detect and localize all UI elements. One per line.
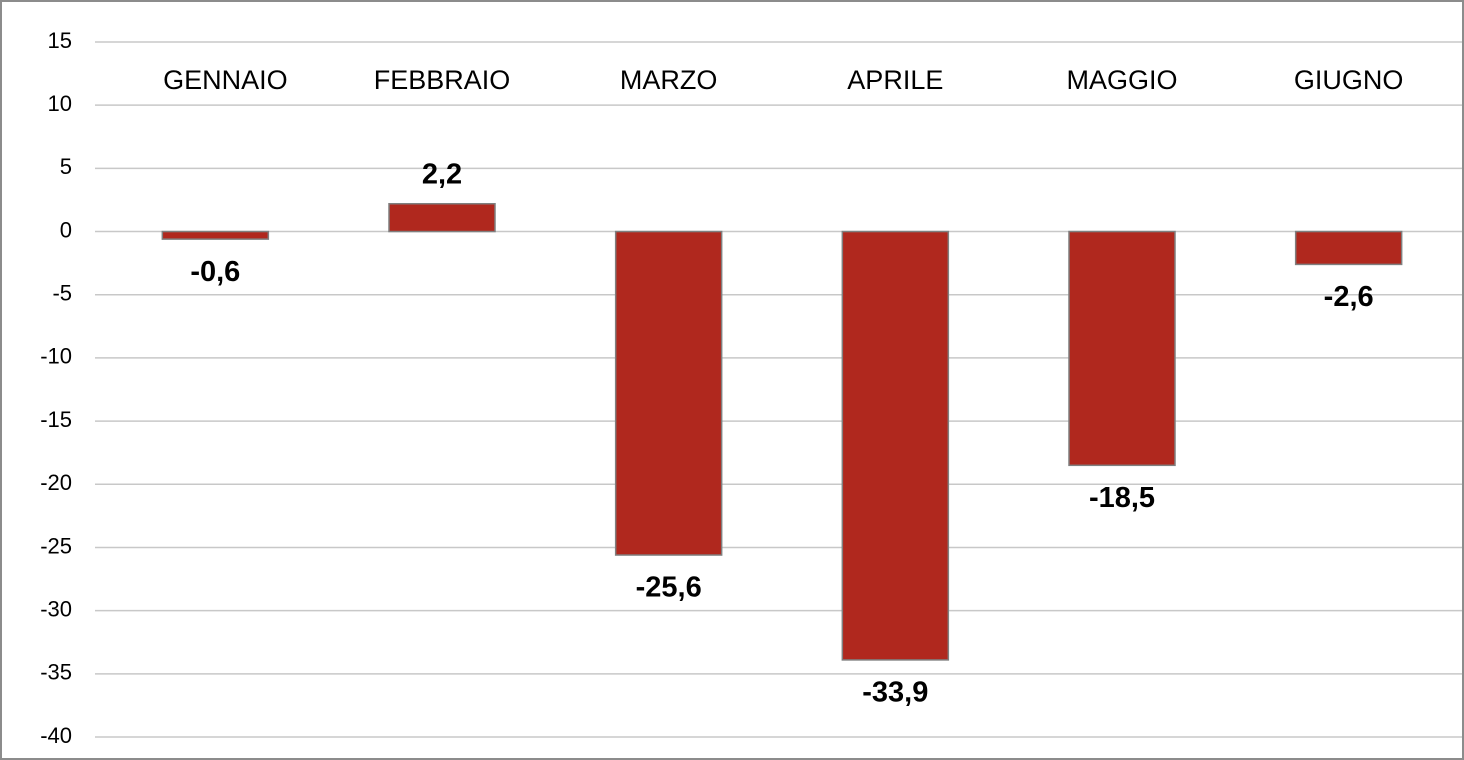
y-tick-label: 5	[60, 154, 72, 179]
y-tick-label: 10	[48, 91, 72, 116]
y-tick-label: -35	[40, 660, 72, 685]
x-tick-label: GENNAIO	[163, 65, 288, 95]
y-tick-label: -30	[40, 596, 72, 621]
value-label: -0,6	[190, 256, 240, 288]
y-tick-label: -40	[40, 723, 72, 748]
x-tick-label: GIUGNO	[1294, 65, 1404, 95]
y-tick-label: -25	[40, 533, 72, 558]
y-tick-label: 15	[48, 28, 72, 53]
value-label: -25,6	[636, 572, 702, 604]
x-tick-label: APRILE	[847, 65, 943, 95]
bar	[1068, 230, 1176, 467]
value-label: -2,6	[1324, 281, 1374, 313]
y-tick-label: 0	[60, 217, 72, 242]
value-label: -33,9	[862, 677, 928, 709]
x-tick-label: FEBBRAIO	[374, 65, 511, 95]
y-tick-label: -15	[40, 407, 72, 432]
y-tick-label: -10	[40, 344, 72, 369]
bar	[388, 202, 496, 233]
x-tick-label: MARZO	[620, 65, 718, 95]
value-label: -18,5	[1089, 482, 1155, 514]
bar	[614, 230, 723, 556]
y-tick-label: -5	[52, 281, 72, 306]
y-tick-label: -20	[40, 470, 72, 495]
bar	[841, 230, 950, 661]
bar	[1294, 230, 1403, 266]
bar	[161, 230, 270, 240]
x-tick-label: MAGGIO	[1066, 65, 1177, 95]
value-label: 2,2	[422, 158, 462, 190]
